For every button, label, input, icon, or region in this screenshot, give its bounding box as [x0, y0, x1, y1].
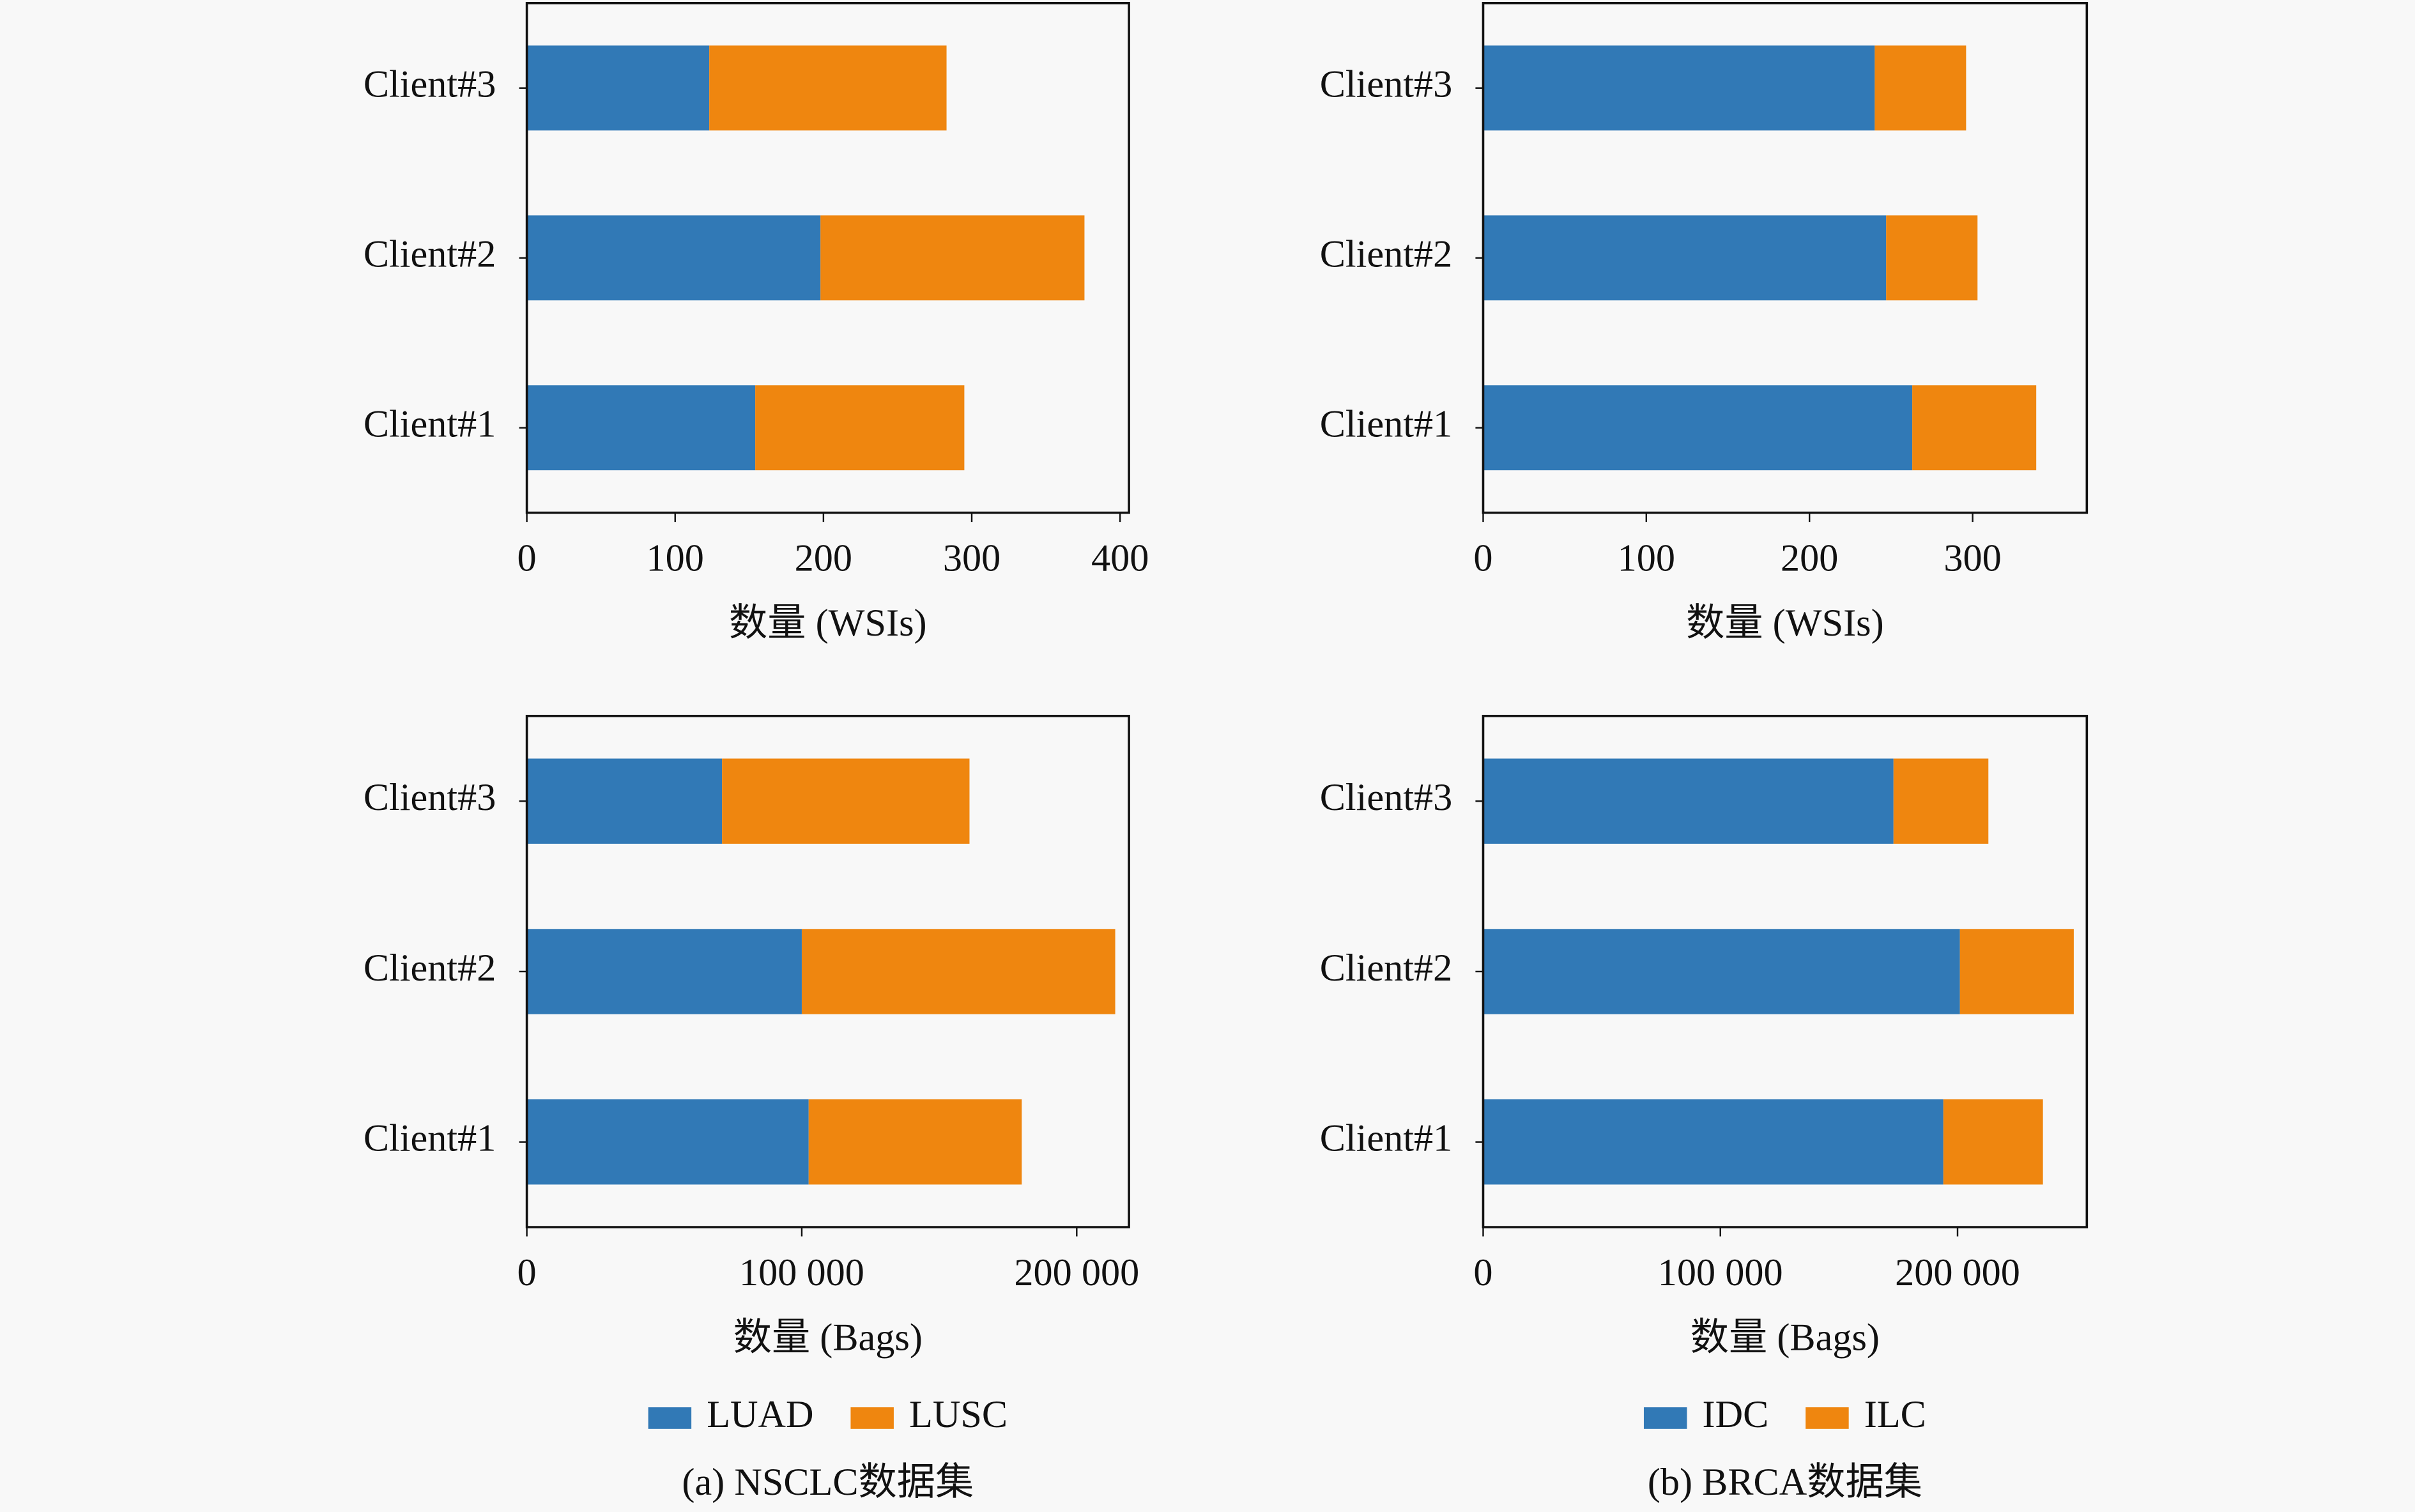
- y-tick-label: Client#3: [1320, 776, 1453, 819]
- y-tick-label: Client#2: [364, 233, 496, 276]
- bar-segment: [1893, 758, 1989, 844]
- x-axis-label: 数量 (WSIs): [1686, 602, 1884, 645]
- legend-swatch: [1805, 1407, 1849, 1429]
- x-tick-label: 300: [1943, 537, 2001, 580]
- caption: (b) BRCA数据集: [1648, 1461, 1922, 1504]
- bar-segment: [526, 1099, 809, 1185]
- x-tick-label: 0: [518, 1251, 537, 1294]
- x-tick-label: 400: [1091, 537, 1149, 580]
- bar-segment: [1483, 929, 1960, 1014]
- bar-segment: [1483, 45, 1875, 131]
- plot-frame: [525, 715, 1130, 1228]
- bar-segment: [1483, 385, 1913, 471]
- bar-segment: [1912, 385, 2037, 471]
- y-tick-label: Client#1: [364, 1117, 496, 1160]
- plot-frame: [1482, 2, 2089, 514]
- bar-segment: [808, 1099, 1022, 1185]
- y-tick-label: Client#2: [1320, 233, 1453, 276]
- bar-segment: [1483, 758, 1894, 844]
- x-axis-label: 数量 (WSIs): [729, 602, 927, 645]
- x-axis-label: 数量 (Bags): [733, 1316, 923, 1359]
- y-tick-label: Client#2: [1320, 947, 1453, 989]
- legend-label: ILC: [1864, 1393, 1926, 1436]
- caption: (a) NSCLC数据集: [682, 1461, 974, 1504]
- y-tick-label: Client#3: [364, 776, 496, 819]
- bar-segment: [1874, 45, 1966, 131]
- bar-segment: [1959, 929, 2074, 1014]
- legend-swatch: [1643, 1407, 1687, 1429]
- bar-segment: [755, 385, 965, 471]
- x-tick-label: 100: [647, 537, 704, 580]
- x-tick-label: 100: [1618, 537, 1675, 580]
- legend-label: IDC: [1703, 1393, 1769, 1436]
- legend-label: LUSC: [909, 1393, 1008, 1436]
- x-tick-label: 300: [943, 537, 1000, 580]
- y-tick-label: Client#1: [1320, 403, 1453, 446]
- x-tick-label: 100 000: [739, 1251, 864, 1294]
- plot-frame: [525, 2, 1130, 514]
- bar-segment: [1886, 215, 1978, 301]
- x-tick-label: 0: [1473, 537, 1492, 580]
- bar-segment: [801, 929, 1116, 1014]
- bar-segment: [526, 45, 710, 131]
- y-tick-label: Client#2: [364, 947, 496, 989]
- y-tick-label: Client#1: [364, 403, 496, 446]
- x-tick-label: 200: [795, 537, 852, 580]
- x-axis-label: 数量 (Bags): [1690, 1316, 1880, 1359]
- x-tick-label: 200: [1781, 537, 1838, 580]
- plot-frame: [1482, 715, 2089, 1228]
- bar-segment: [1943, 1099, 2043, 1185]
- x-tick-label: 0: [1473, 1251, 1492, 1294]
- bar-segment: [526, 929, 802, 1014]
- bar-segment: [526, 758, 723, 844]
- bar-segment: [722, 758, 970, 844]
- x-tick-label: 200 000: [1014, 1251, 1139, 1294]
- legend-swatch: [850, 1407, 894, 1429]
- bar-segment: [526, 215, 821, 301]
- bar-segment: [709, 45, 947, 131]
- x-tick-label: 200 000: [1895, 1251, 2020, 1294]
- bar-segment: [526, 385, 756, 471]
- y-tick-label: Client#1: [1320, 1117, 1453, 1160]
- legend-label: LUAD: [707, 1393, 813, 1436]
- x-tick-label: 0: [518, 537, 537, 580]
- y-tick-label: Client#3: [364, 63, 496, 106]
- bar-segment: [1483, 1099, 1943, 1185]
- bar-segment: [1483, 215, 1887, 301]
- legend-swatch: [648, 1407, 692, 1429]
- y-tick-label: Client#3: [1320, 63, 1453, 106]
- bar-segment: [820, 215, 1085, 301]
- x-tick-label: 100 000: [1658, 1251, 1783, 1294]
